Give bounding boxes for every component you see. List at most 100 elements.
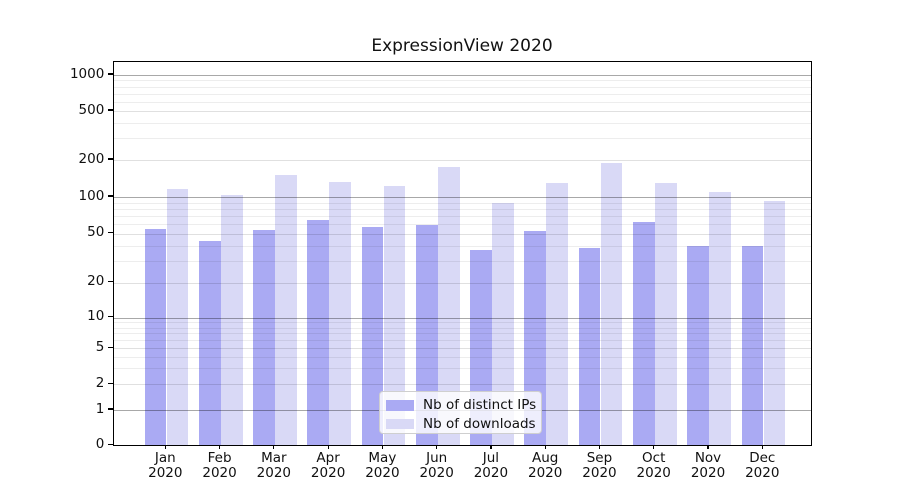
y-tick-label-0: 0 bbox=[95, 435, 105, 452]
legend-label-downloads: Nb of downloads bbox=[423, 415, 536, 432]
gridline-y-30 bbox=[114, 260, 811, 262]
x-tick-mark-feb bbox=[218, 444, 221, 450]
y-tick-mark-1000 bbox=[108, 73, 114, 75]
bar-downloads-oct bbox=[655, 183, 677, 446]
bar-distinct-ips-jun bbox=[415, 224, 438, 446]
gridline-y-5 bbox=[114, 348, 811, 350]
x-tick-mark-oct bbox=[653, 444, 655, 450]
legend-swatch-distinct-ips bbox=[386, 400, 414, 411]
gridline-y-7 bbox=[114, 333, 811, 335]
y-tick-mark-20 bbox=[108, 280, 114, 283]
y-tick-label-50: 50 bbox=[87, 224, 105, 241]
gridline-y-500 bbox=[114, 111, 811, 112]
gridline-y-400 bbox=[114, 122, 811, 124]
bar-downloads-jan bbox=[166, 188, 189, 446]
bar-distinct-ips-jan bbox=[144, 228, 167, 446]
plot-area bbox=[113, 61, 812, 447]
legend: Nb of distinct IPs Nb of downloads bbox=[379, 391, 542, 434]
y-tick-mark-100 bbox=[108, 195, 114, 197]
gridline-y-3 bbox=[114, 368, 811, 370]
bar-downloads-nov bbox=[709, 191, 731, 446]
bar-distinct-ips-feb bbox=[198, 240, 221, 446]
y-tick-mark-50 bbox=[108, 232, 114, 234]
bar-downloads-sep bbox=[600, 163, 623, 446]
y-tick-mark-200 bbox=[108, 158, 114, 160]
legend-swatch-downloads bbox=[386, 418, 414, 429]
y-tick-mark-10 bbox=[108, 316, 114, 318]
x-tick-mark-aug bbox=[544, 444, 546, 450]
y-tick-label-20: 20 bbox=[87, 273, 105, 289]
bar-downloads-dec bbox=[763, 201, 786, 446]
legend-label-distinct-ips: Nb of distinct IPs bbox=[423, 397, 537, 414]
gridline-y-900 bbox=[114, 80, 811, 82]
y-tick-label-2: 2 bbox=[95, 374, 105, 391]
x-tick-label-oct: Oct 2020 bbox=[636, 450, 671, 482]
gridline-y-8 bbox=[114, 327, 811, 329]
y-tick-label-100: 100 bbox=[78, 187, 105, 204]
gridline-y-60 bbox=[114, 224, 811, 226]
gridline-y-6 bbox=[114, 340, 811, 342]
y-tick-label-1: 1 bbox=[95, 400, 105, 417]
chart-title: ExpressionView 2020 bbox=[371, 36, 553, 56]
x-tick-label-feb: Feb 2020 bbox=[202, 450, 237, 482]
bar-distinct-ips-may bbox=[361, 226, 384, 446]
gridline-y-600 bbox=[114, 101, 811, 103]
x-tick-mark-dec bbox=[761, 444, 763, 450]
bar-distinct-ips-oct bbox=[633, 222, 655, 446]
gridline-y-10 bbox=[114, 317, 811, 319]
gridline-y-20 bbox=[114, 282, 811, 284]
y-tick-mark-0 bbox=[108, 443, 114, 445]
bar-downloads-feb bbox=[220, 194, 243, 446]
y-tick-mark-5 bbox=[108, 346, 114, 348]
y-tick-label-10: 10 bbox=[87, 308, 105, 325]
x-tick-label-apr: Apr 2020 bbox=[310, 450, 346, 482]
gridline-y-700 bbox=[114, 93, 811, 95]
y-tick-mark-500 bbox=[108, 109, 114, 111]
x-tick-label-nov: Nov 2020 bbox=[690, 450, 726, 482]
gridline-y-4 bbox=[114, 357, 811, 359]
x-tick-mark-jun bbox=[436, 444, 438, 450]
y-tick-label-1000: 1000 bbox=[69, 65, 105, 82]
bar-distinct-ips-mar bbox=[253, 229, 275, 446]
x-tick-mark-jan bbox=[164, 444, 166, 450]
x-tick-label-aug: Aug 2020 bbox=[528, 450, 563, 482]
gridline-y-40 bbox=[114, 245, 811, 247]
x-tick-label-jan: Jan 2020 bbox=[148, 450, 183, 482]
gridline-y-200 bbox=[114, 160, 811, 161]
legend-item-distinct-ips: Nb of distinct IPs bbox=[386, 396, 541, 415]
x-tick-mark-mar bbox=[273, 444, 275, 450]
bar-downloads-aug bbox=[546, 183, 569, 446]
y-tick-label-500: 500 bbox=[78, 101, 105, 118]
bar-distinct-ips-dec bbox=[741, 245, 764, 446]
bar-downloads-jun bbox=[437, 167, 460, 446]
bar-downloads-mar bbox=[275, 174, 297, 446]
x-tick-label-sep: Sep 2020 bbox=[582, 450, 617, 482]
x-tick-mark-sep bbox=[598, 444, 601, 450]
gridline-y-9 bbox=[114, 322, 811, 324]
y-tick-label-5: 5 bbox=[95, 338, 105, 355]
bar-distinct-ips-nov bbox=[687, 245, 709, 446]
x-tick-label-dec: Dec 2020 bbox=[745, 450, 780, 482]
gridline-y-80 bbox=[114, 208, 811, 210]
legend-item-downloads: Nb of downloads bbox=[386, 415, 541, 434]
x-tick-label-mar: Mar 2020 bbox=[256, 450, 291, 482]
bar-distinct-ips-sep bbox=[578, 248, 601, 446]
x-tick-label-may: May 2020 bbox=[365, 450, 400, 482]
bar-distinct-ips-apr bbox=[307, 219, 330, 446]
x-tick-label-jun: Jun 2020 bbox=[419, 450, 454, 482]
gridline-y-2 bbox=[114, 384, 811, 386]
gridline-y-100 bbox=[114, 197, 811, 198]
bar-downloads-jul bbox=[492, 202, 514, 446]
gridline-y-50 bbox=[114, 233, 811, 235]
gridline-y-800 bbox=[114, 86, 811, 88]
y-tick-label-200: 200 bbox=[78, 150, 105, 167]
x-tick-label-jul: Jul 2020 bbox=[473, 450, 509, 482]
bar-downloads-apr bbox=[329, 181, 352, 446]
gridline-y-90 bbox=[114, 202, 811, 204]
y-tick-mark-2 bbox=[108, 382, 114, 384]
x-tick-mark-nov bbox=[707, 444, 709, 450]
gridline-y-1000 bbox=[114, 75, 811, 76]
gridline-y-70 bbox=[114, 215, 811, 217]
gridline-y-300 bbox=[114, 138, 811, 140]
